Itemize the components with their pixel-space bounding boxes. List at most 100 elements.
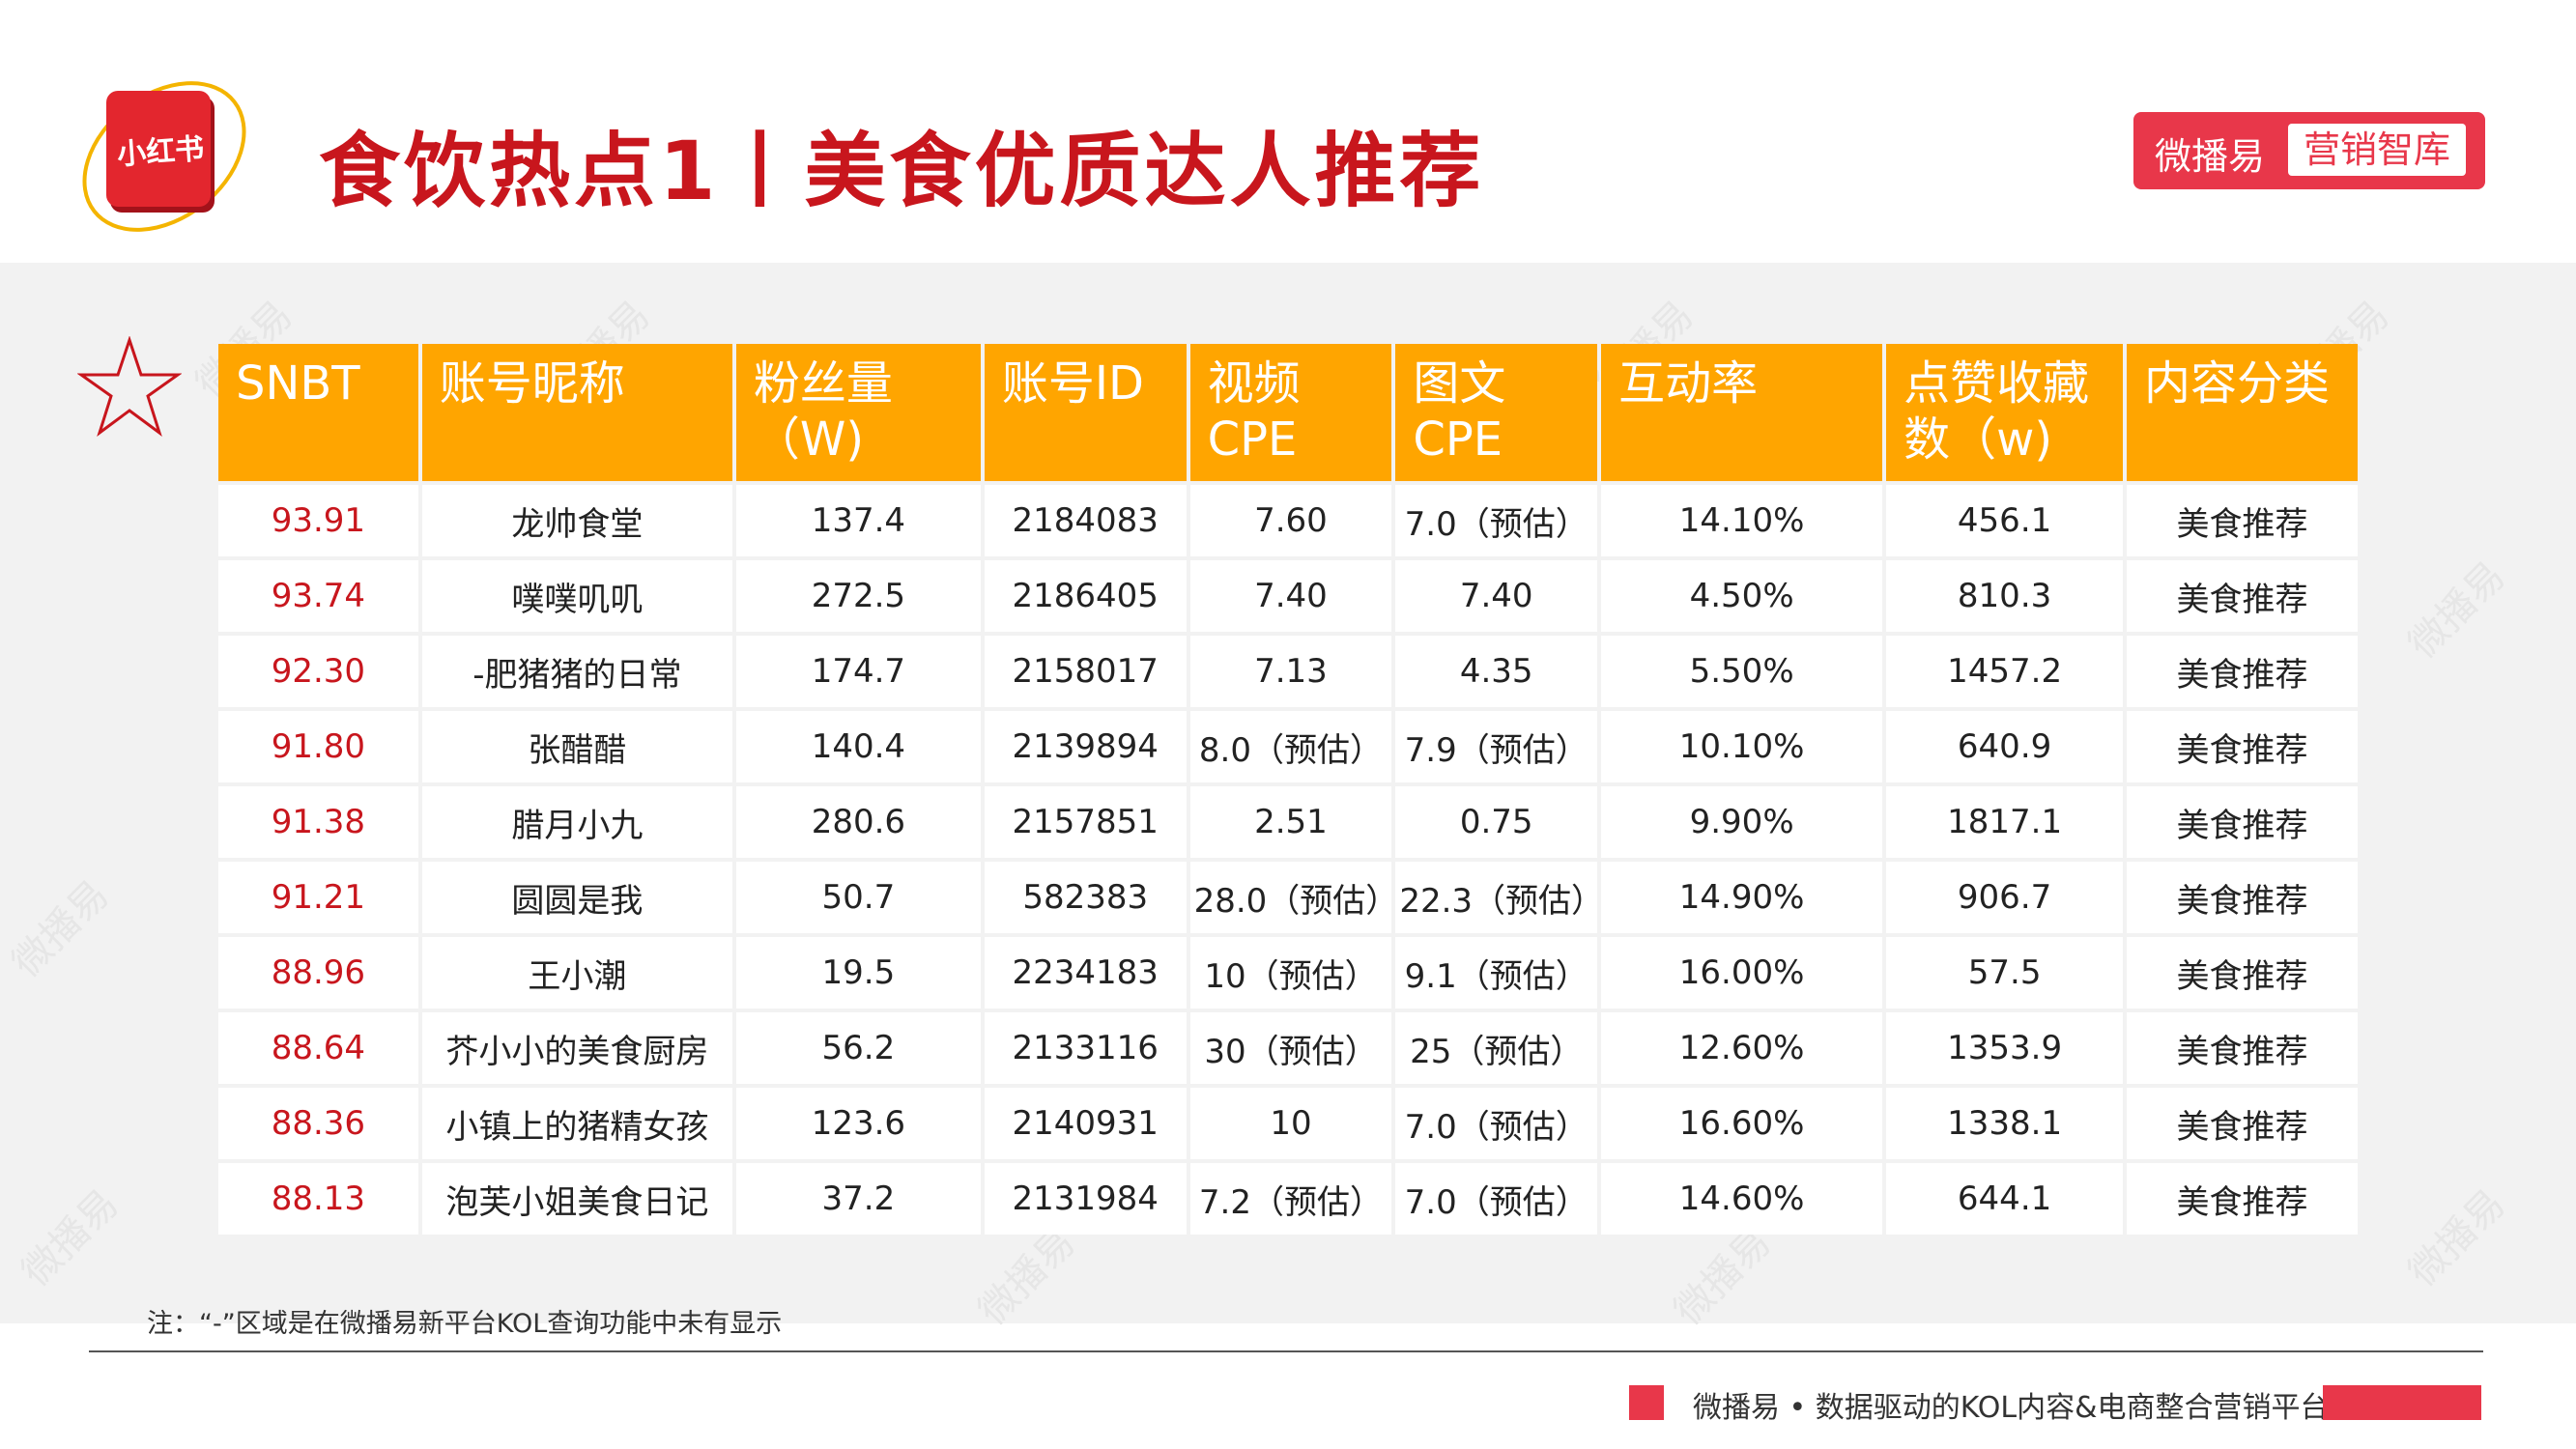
table-cell: 美食推荐 — [2127, 1012, 2358, 1084]
snbt-score-cell: 88.64 — [218, 1012, 418, 1084]
table-cell: 1338.1 — [1886, 1088, 2124, 1159]
nickname-cell: 芥小小的美食厨房 — [421, 1012, 732, 1084]
header-likes-saves: 点赞收藏 数（w) — [1886, 344, 2124, 481]
header-engagement: 互动率 — [1601, 344, 1883, 481]
footer-background — [0, 1323, 2576, 1449]
kol-table: SNBT 账号昵称 粉丝量 （W) 账号ID 视频 CPE 图文 CPE 互动率 点赞收藏 数… — [215, 340, 2361, 1238]
nickname-cell: 泡芙小姐美食日记 — [421, 1163, 732, 1235]
table-cell: 1817.1 — [1886, 786, 2124, 858]
table-cell: 2184083 — [984, 485, 1187, 556]
table-cell: 2234183 — [984, 937, 1187, 1009]
table-cell: 137.4 — [735, 485, 981, 556]
table-cell: 2133116 — [984, 1012, 1187, 1084]
table-cell: 8.0（预估） — [1189, 711, 1392, 782]
table-cell: 9.1（预估） — [1395, 937, 1598, 1009]
table-cell: 57.5 — [1886, 937, 2124, 1009]
nickname-cell: 王小潮 — [421, 937, 732, 1009]
footer-slogan: 微播易 • 数据驱动的KOL内容&电商整合营销平台 — [1693, 1391, 2330, 1425]
table-cell: 美食推荐 — [2127, 786, 2358, 858]
table-cell: 22.3（预估） — [1395, 862, 1604, 933]
table-cell: 0.75 — [1395, 786, 1598, 858]
table-cell: 582383 — [984, 862, 1187, 933]
table-cell: 272.5 — [735, 560, 981, 632]
table-cell: 美食推荐 — [2127, 560, 2358, 632]
table-cell: 123.6 — [735, 1088, 981, 1159]
table-row: 91.80 张醋醋 140.4 2139894 8.0（预估） 7.9（预估） 10.10%… — [218, 711, 2358, 782]
footer-square-icon — [1629, 1385, 1664, 1420]
table-cell: 美食推荐 — [2127, 1163, 2358, 1235]
brand-tag: 营销智库 — [2288, 124, 2467, 176]
table-cell: 4.50% — [1601, 560, 1883, 632]
nickname-cell: 小镇上的猪精女孩 — [421, 1088, 732, 1159]
table-cell: 50.7 — [735, 862, 981, 933]
table-cell: 19.5 — [735, 937, 981, 1009]
snbt-score-cell: 91.21 — [218, 862, 418, 933]
table-cell: 456.1 — [1886, 485, 2124, 556]
nickname-cell: 张醋醋 — [421, 711, 732, 782]
table-cell: 7.13 — [1189, 636, 1392, 707]
table-cell: 2140931 — [984, 1088, 1187, 1159]
nickname-cell: -肥猪猪的日常 — [421, 636, 732, 707]
table-cell: 5.50% — [1601, 636, 1883, 707]
table-cell: 美食推荐 — [2127, 485, 2358, 556]
footer-divider — [89, 1350, 2483, 1352]
nickname-cell: 龙帅食堂 — [421, 485, 732, 556]
header-account-id: 账号ID — [984, 344, 1187, 481]
table-row: 91.38 腊月小九 280.6 2157851 2.51 0.75 9.90% 1817.1… — [218, 786, 2358, 858]
table-cell: 906.7 — [1886, 862, 2124, 933]
table-cell: 7.40 — [1189, 560, 1392, 632]
table-cell: 2157851 — [984, 786, 1187, 858]
table-row: 88.36 小镇上的猪精女孩 123.6 2140931 10 7.0（预估） 16.60%… — [218, 1088, 2358, 1159]
header-fans: 粉丝量 （W) — [735, 344, 981, 481]
nickname-cell: 圆圆是我 — [421, 862, 732, 933]
header-video-cpe: 视频 CPE — [1189, 344, 1392, 481]
brand-badge: 微播易 营销智库 — [2133, 112, 2485, 189]
table-cell: 美食推荐 — [2127, 1088, 2358, 1159]
table-cell: 2186405 — [984, 560, 1187, 632]
table-cell: 1457.2 — [1886, 636, 2124, 707]
table-cell: 7.0（预估） — [1395, 1088, 1598, 1159]
footer-bar — [2323, 1385, 2481, 1420]
table-header-row: SNBT 账号昵称 粉丝量 （W) 账号ID 视频 CPE 图文 CPE 互动率 点赞收藏 数… — [218, 344, 2358, 481]
table-cell: 14.90% — [1601, 862, 1883, 933]
table-cell: 美食推荐 — [2127, 937, 2358, 1009]
table-cell: 美食推荐 — [2127, 711, 2358, 782]
table-cell: 2158017 — [984, 636, 1187, 707]
table-cell: 174.7 — [735, 636, 981, 707]
table-cell: 28.0（预估） — [1189, 862, 1398, 933]
snbt-score-cell: 88.36 — [218, 1088, 418, 1159]
table-cell: 7.2（预估） — [1189, 1163, 1392, 1235]
snbt-score-cell: 92.30 — [218, 636, 418, 707]
table-cell: 4.35 — [1395, 636, 1598, 707]
table-cell: 10.10% — [1601, 711, 1883, 782]
table-cell: 7.9（预估） — [1395, 711, 1598, 782]
table-cell: 2131984 — [984, 1163, 1187, 1235]
header-nickname: 账号昵称 — [421, 344, 732, 481]
footnote: 注：“-”区域是在微播易新平台KOL查询功能中未有显示 — [147, 1309, 783, 1339]
table-cell: 37.2 — [735, 1163, 981, 1235]
brand-name: 微播易 — [2155, 135, 2266, 178]
table-cell: 640.9 — [1886, 711, 2124, 782]
table-cell: 2139894 — [984, 711, 1187, 782]
table-cell: 12.60% — [1601, 1012, 1883, 1084]
table-cell: 280.6 — [735, 786, 981, 858]
header-image-cpe: 图文 CPE — [1395, 344, 1598, 481]
header-snbt: SNBT — [218, 344, 418, 481]
table-row: 92.30 -肥猪猪的日常 174.7 2158017 7.13 4.35 5.50% 145… — [218, 636, 2358, 707]
snbt-score-cell: 88.13 — [218, 1163, 418, 1235]
snbt-score-cell: 91.80 — [218, 711, 418, 782]
table-cell: 10（预估） — [1189, 937, 1392, 1009]
table-cell: 25（预估） — [1395, 1012, 1598, 1084]
table-row: 88.13 泡芙小姐美食日记 37.2 2131984 7.2（预估） 7.0（预估） 14… — [218, 1163, 2358, 1235]
table-body: 93.91 龙帅食堂 137.4 2184083 7.60 7.0（预估） 14.10% 45… — [218, 485, 2358, 1235]
table-cell: 7.0（预估） — [1395, 485, 1598, 556]
table-row: 93.74 噗噗叽叽 272.5 2186405 7.40 7.40 4.50% 810.3 美… — [218, 560, 2358, 632]
table-cell: 9.90% — [1601, 786, 1883, 858]
table-cell: 7.40 — [1395, 560, 1598, 632]
table-cell: 10 — [1189, 1088, 1392, 1159]
nickname-cell: 腊月小九 — [421, 786, 732, 858]
table-cell: 16.60% — [1601, 1088, 1883, 1159]
star-icon — [76, 335, 183, 440]
header-category: 内容分类 — [2127, 344, 2358, 481]
table-row: 88.96 王小潮 19.5 2234183 10（预估） 9.1（预估） 16.00% 57… — [218, 937, 2358, 1009]
